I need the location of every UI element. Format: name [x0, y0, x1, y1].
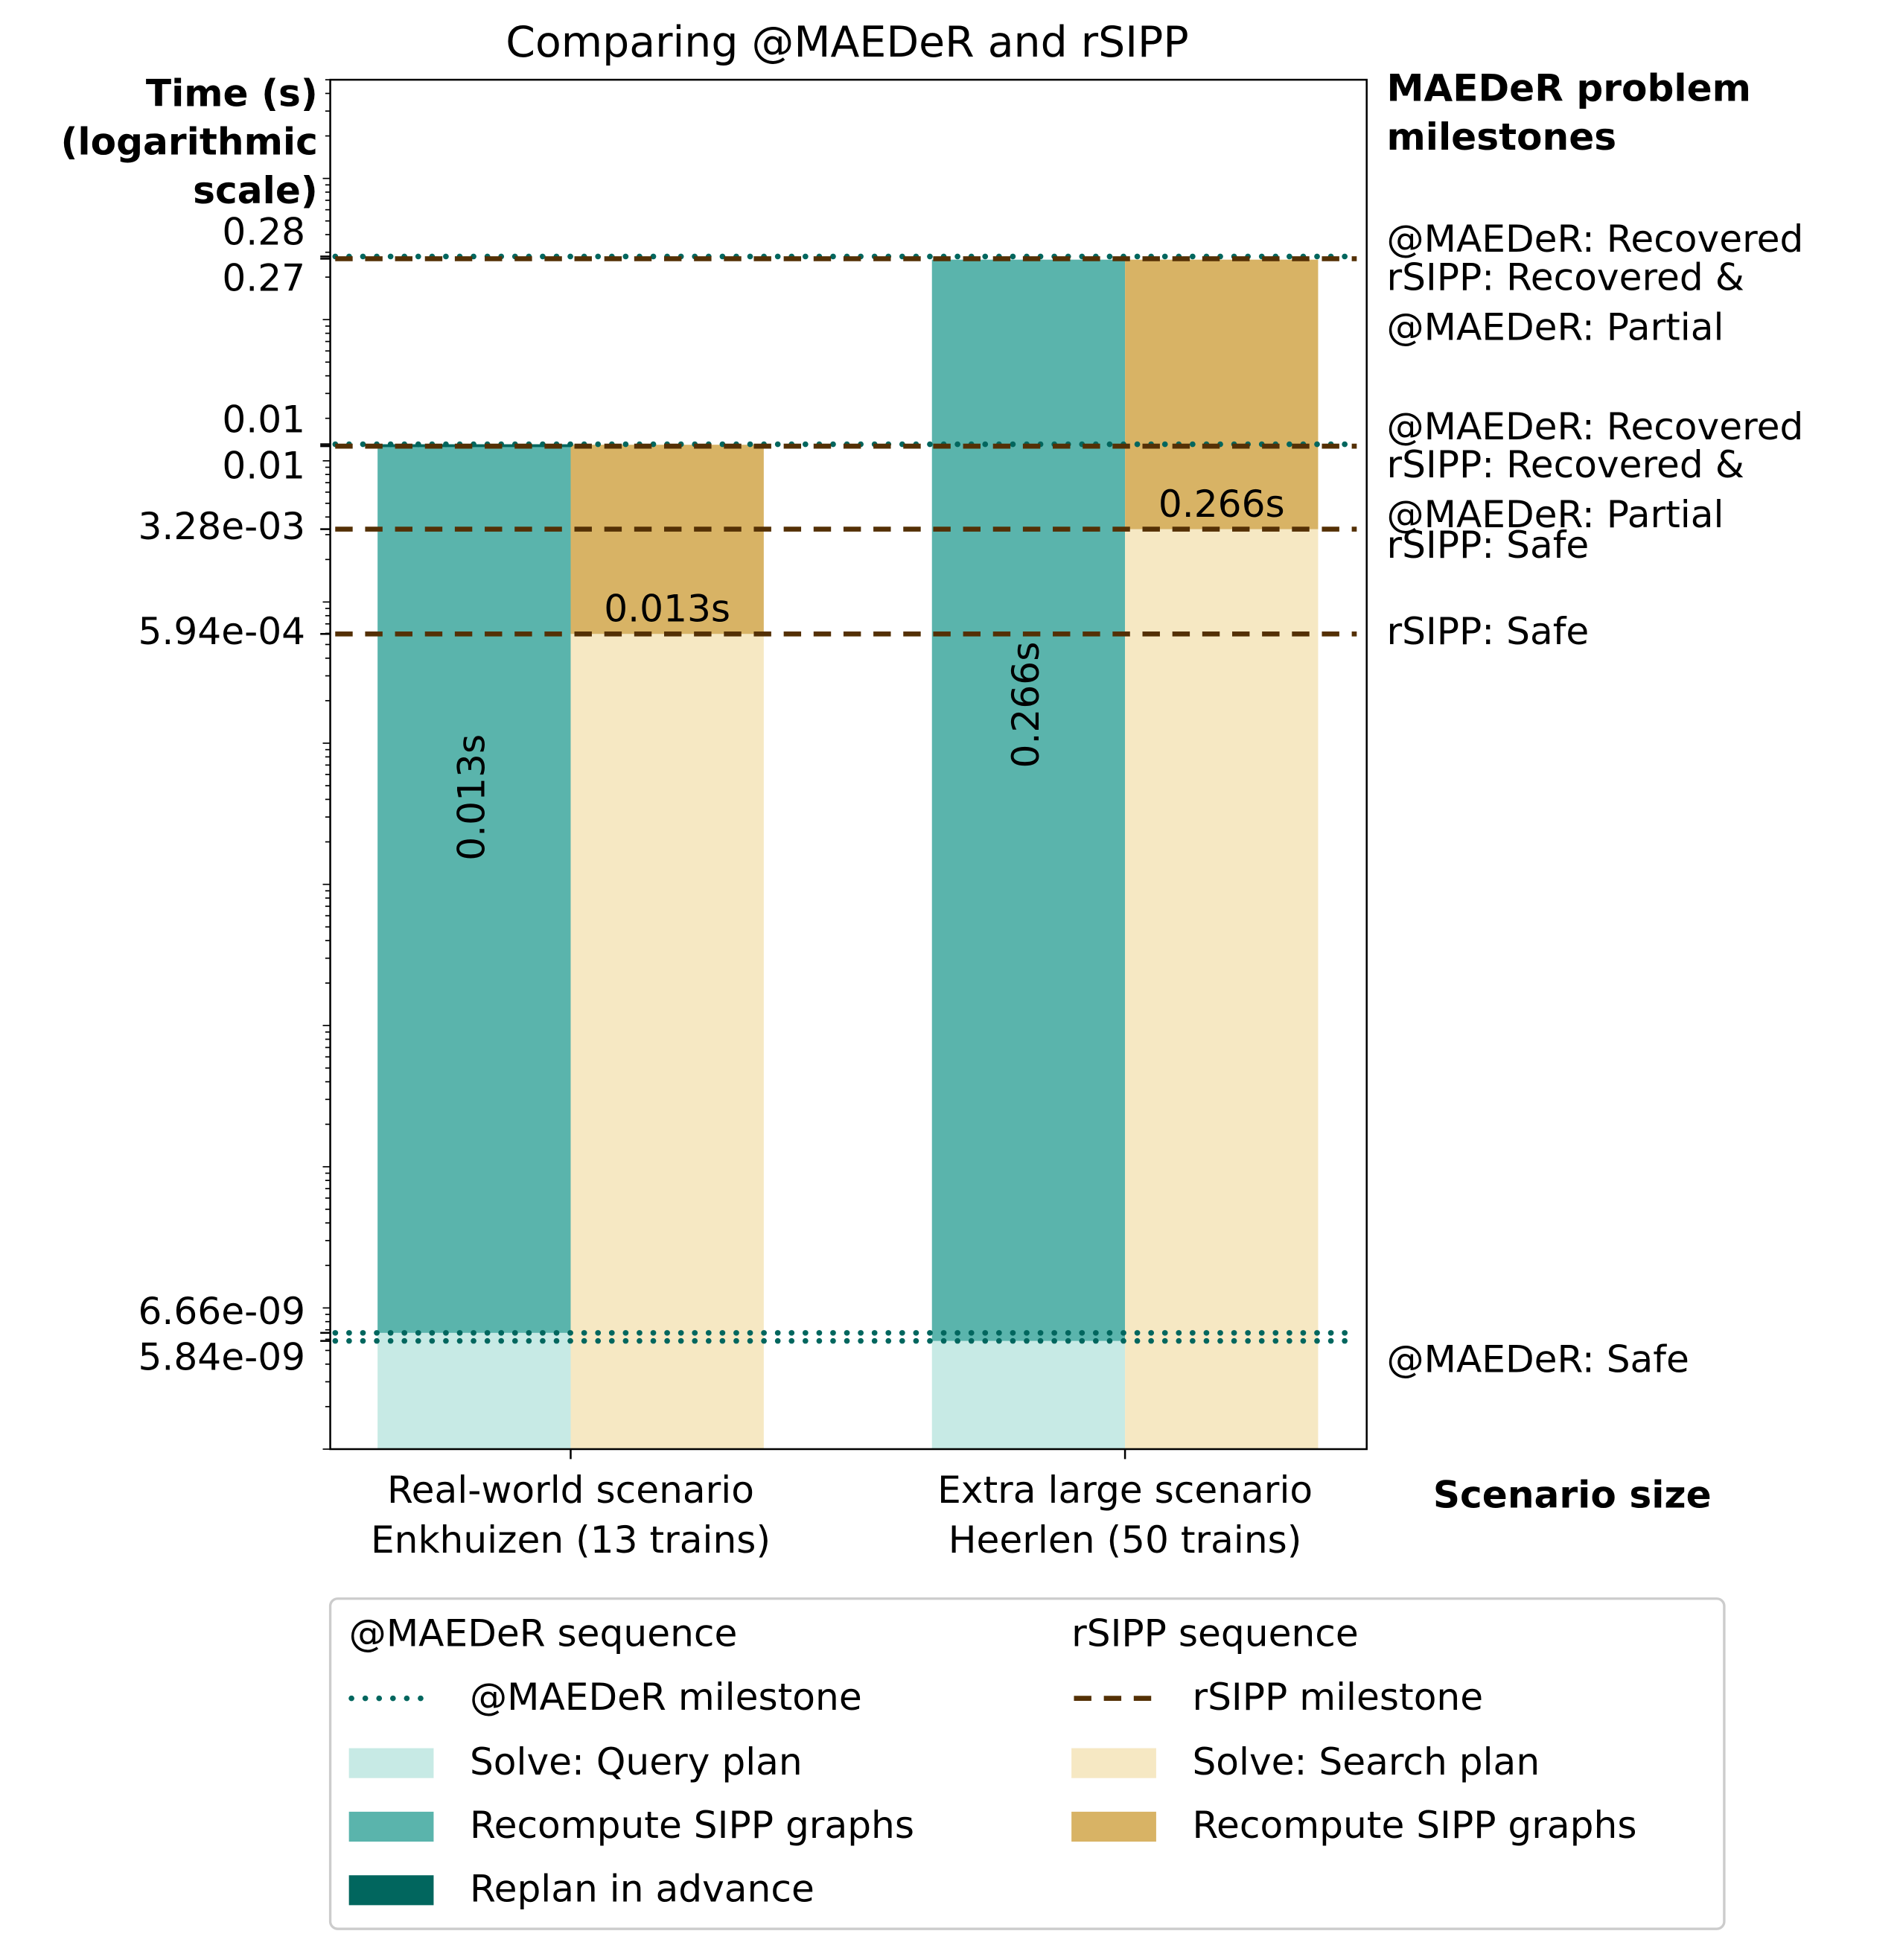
- milestone-label: rSIPP: Recovered &: [1386, 442, 1744, 486]
- legend-label: Solve: Search plan: [1192, 1740, 1540, 1784]
- bar-segment: [931, 259, 1126, 1341]
- x-tick-label: Extra large scenario: [937, 1468, 1313, 1512]
- y-tick-label: 0.01: [222, 443, 305, 487]
- y-tick-label: 5.84e-09: [138, 1335, 305, 1379]
- milestone-label: @MAEDeR: Recovered: [1386, 404, 1803, 448]
- chart-title: Comparing @MAEDeR and rSIPP: [506, 18, 1188, 67]
- milestone-label: @MAEDeR: Recovered: [1386, 217, 1803, 261]
- legend-title: rSIPP sequence: [1071, 1611, 1359, 1655]
- legend-box: [328, 1597, 1726, 1930]
- bar-segment: [570, 634, 764, 1449]
- bar-segment: [1125, 529, 1319, 1449]
- legend-swatch: [1071, 1748, 1156, 1778]
- milestone-label: rSIPP: Recovered &: [1386, 255, 1744, 299]
- legend-swatch: [348, 1748, 434, 1778]
- y-tick-label: 3.28e-03: [138, 504, 305, 548]
- x-tick-label: Real-world scenario: [387, 1468, 754, 1512]
- y-tick-label: 5.94e-04: [138, 609, 305, 653]
- legend-label: @MAEDeR milestone: [470, 1675, 862, 1719]
- bar-segment: [377, 1332, 571, 1449]
- legend-label: rSIPP milestone: [1192, 1675, 1483, 1719]
- y-axis-label: scale): [193, 168, 318, 212]
- milestone-label: @MAEDeR: Safe: [1386, 1337, 1689, 1381]
- legend-label: Recompute SIPP graphs: [470, 1803, 914, 1847]
- milestone-label: rSIPP: Safe: [1386, 523, 1589, 567]
- right-title: milestones: [1386, 115, 1616, 159]
- legend-title: @MAEDeR sequence: [349, 1611, 738, 1655]
- y-tick-label: 0.27: [222, 255, 305, 299]
- milestone-label: @MAEDeR: Partial: [1386, 492, 1724, 536]
- bar-total-label: 0.266s: [1158, 482, 1285, 526]
- y-tick-label: 0.01: [222, 397, 305, 441]
- right-title: MAEDeR problem: [1386, 66, 1750, 110]
- milestone-label: @MAEDeR: Partial: [1386, 305, 1724, 349]
- bar-total-label: 0.013s: [604, 587, 730, 631]
- bar-segment: [1125, 259, 1319, 529]
- x-tick-label: Enkhuizen (13 trains): [371, 1518, 771, 1562]
- bar-segment: [570, 445, 764, 634]
- legend-swatch: [348, 1811, 434, 1842]
- bar-segment: [931, 1340, 1126, 1449]
- legend-label: Replan in advance: [470, 1866, 814, 1910]
- y-axis-label: Time (s): [146, 71, 318, 115]
- legend-label: Recompute SIPP graphs: [1192, 1803, 1636, 1847]
- legend-swatch: [1071, 1811, 1156, 1842]
- bar-total-label: 0.013s: [449, 734, 493, 861]
- bar-segment: [377, 447, 571, 1333]
- y-axis-label: (logarithmic: [60, 120, 317, 164]
- x-axis-label: Scenario size: [1433, 1473, 1712, 1517]
- y-tick-label: 0.28: [222, 209, 305, 253]
- y-tick-label: 6.66e-09: [138, 1289, 305, 1333]
- milestone-label: rSIPP: Safe: [1386, 609, 1589, 653]
- legend-label: Solve: Query plan: [470, 1740, 803, 1784]
- bar-total-label: 0.266s: [1004, 642, 1048, 769]
- legend-swatch: [348, 1875, 434, 1906]
- x-tick-label: Heerlen (50 trains): [949, 1518, 1302, 1562]
